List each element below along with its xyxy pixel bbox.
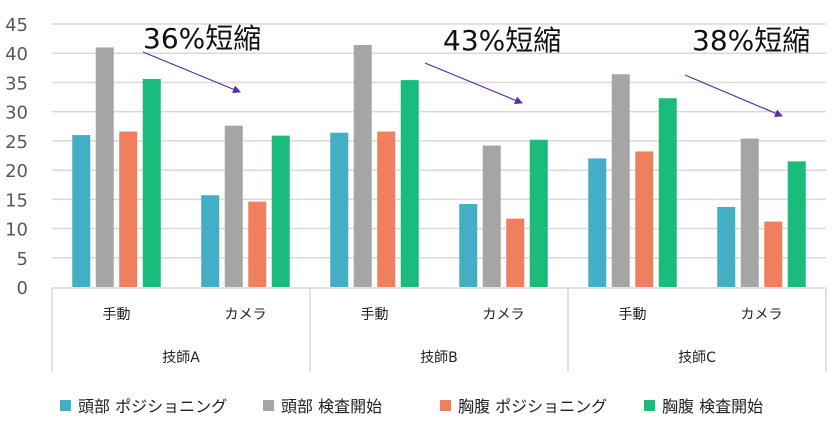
subcategory-label: カメラ [741,307,783,323]
bar-4 [271,135,290,287]
y-tick-label: 10 [5,220,28,241]
subcategory-label: 手動 [103,307,131,323]
annotation-arrow [684,74,783,117]
bar-2 [95,47,114,287]
bar-1 [330,132,349,287]
bar-1 [717,206,736,287]
bar-2 [353,45,372,287]
bar-1 [459,204,478,287]
y-tick-label: 25 [5,132,28,153]
bar-4 [787,161,806,287]
bar-3 [248,201,267,287]
subcategory-label: カメラ [225,307,267,323]
bar-2 [224,125,243,288]
annotation-arrow [142,51,241,94]
annotation-arrow [424,62,523,105]
bar-2 [740,138,759,287]
bar-3 [764,221,783,287]
y-tick-label: 45 [5,15,28,36]
legend-label: 頭部 ポジショニング [78,397,227,416]
bar-4 [142,78,161,287]
bar-1 [72,135,91,287]
subcategory-label: 手動 [619,307,647,323]
bar-4 [400,80,419,288]
subcategory-label: カメラ [483,307,525,323]
y-tick-label: 15 [5,190,28,211]
y-tick-label: 30 [5,103,28,124]
bar-1 [201,195,220,287]
legend-label: 頭部 検査開始 [281,397,382,416]
bar-4 [658,98,677,287]
annotation-label: 43%短縮 [443,24,561,57]
bar-1 [588,158,607,287]
bar-3 [506,218,525,287]
legend-label: 胸腹 検査開始 [662,397,763,416]
group-label: 技師B [420,350,458,366]
legend-swatch [440,400,451,411]
legend-swatch [60,400,71,411]
annotation-label: 36%短縮 [143,22,261,55]
y-tick-label: 5 [17,249,28,270]
bar-3 [635,151,654,287]
bar-2 [482,145,501,287]
annotation-label: 38%短縮 [692,24,810,57]
y-tick-label: 0 [17,278,28,299]
legend-swatch [263,400,274,411]
bar-4 [529,139,548,287]
bar-3 [377,131,396,287]
y-tick-label: 35 [5,73,28,94]
bar-2 [611,74,630,287]
legend-swatch [644,400,655,411]
bar-3 [119,131,138,287]
y-tick-label: 20 [5,161,28,182]
legend-label: 胸腹 ポジショニング [458,397,607,416]
y-tick-label: 40 [5,44,28,65]
group-label: 技師C [678,350,716,366]
group-label: 技師A [162,350,200,366]
subcategory-label: 手動 [361,307,389,323]
